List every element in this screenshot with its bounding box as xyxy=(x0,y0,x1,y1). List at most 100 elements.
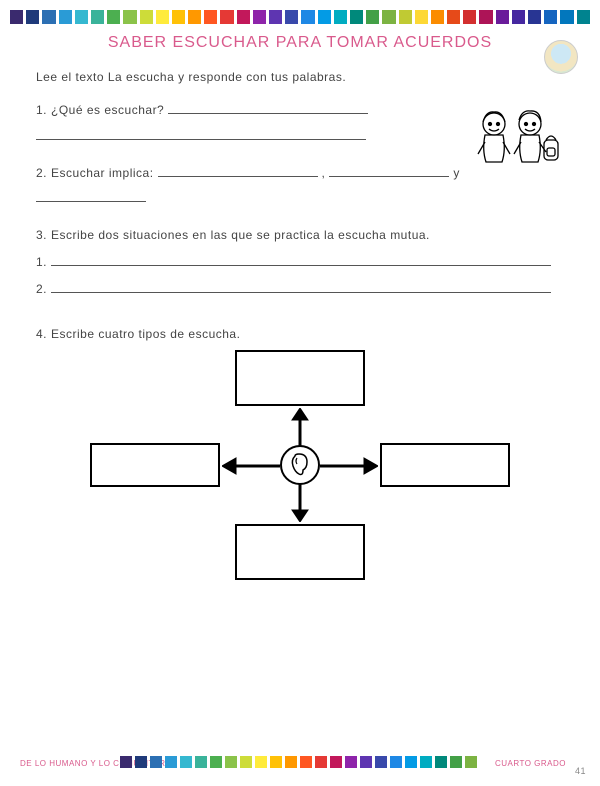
color-square xyxy=(42,10,55,24)
q1-number: 1. xyxy=(36,99,47,122)
color-square xyxy=(75,10,88,24)
question-3-line-b: 2. xyxy=(36,278,564,301)
color-square xyxy=(195,756,207,768)
color-square xyxy=(156,10,169,24)
color-square xyxy=(210,756,222,768)
color-square xyxy=(318,10,331,24)
color-square xyxy=(220,10,233,24)
q3-b-label: 2. xyxy=(36,278,47,301)
q1-text: ¿Qué es escuchar? xyxy=(51,99,164,122)
q2-tail: y xyxy=(453,162,460,185)
color-square xyxy=(528,10,541,24)
color-strip-top xyxy=(0,10,600,24)
arrow-right-icon xyxy=(320,456,378,476)
color-square xyxy=(285,756,297,768)
color-square xyxy=(253,10,266,24)
color-square xyxy=(420,756,432,768)
color-square xyxy=(330,756,342,768)
color-square xyxy=(431,10,444,24)
blank-line[interactable] xyxy=(51,252,551,266)
diagram-box-right[interactable] xyxy=(380,443,510,487)
color-square xyxy=(240,756,252,768)
color-square xyxy=(450,756,462,768)
color-square xyxy=(59,10,72,24)
color-square xyxy=(188,10,201,24)
q4-number: 4. xyxy=(36,323,47,346)
q3-text: Escribe dos situaciones en las que se pr… xyxy=(51,224,430,247)
color-square xyxy=(269,10,282,24)
color-square xyxy=(345,756,357,768)
color-square xyxy=(375,756,387,768)
instruction-text: Lee el texto La escucha y responde con t… xyxy=(36,66,564,89)
color-square xyxy=(465,756,477,768)
color-square xyxy=(334,10,347,24)
q2-text: Escuchar implica: xyxy=(51,162,154,185)
color-square xyxy=(26,10,39,24)
color-square xyxy=(315,756,327,768)
color-square xyxy=(285,10,298,24)
diagram-box-left[interactable] xyxy=(90,443,220,487)
color-square xyxy=(366,10,379,24)
color-square xyxy=(496,10,509,24)
blank-line[interactable] xyxy=(51,279,551,293)
color-square xyxy=(479,10,492,24)
color-square xyxy=(399,10,412,24)
blank-line[interactable] xyxy=(158,163,318,177)
arrow-left-icon xyxy=(222,456,280,476)
color-square xyxy=(10,10,23,24)
color-square xyxy=(405,756,417,768)
color-square xyxy=(560,10,573,24)
question-4: 4. Escribe cuatro tipos de escucha. xyxy=(36,323,564,346)
color-square xyxy=(165,756,177,768)
color-square xyxy=(360,756,372,768)
color-square xyxy=(415,10,428,24)
color-square xyxy=(225,756,237,768)
footer-right: CUARTO GRADO xyxy=(495,759,566,768)
arrow-up-icon xyxy=(290,408,310,446)
blank-line[interactable] xyxy=(329,163,449,177)
color-square xyxy=(150,756,162,768)
q3-number: 3. xyxy=(36,224,47,247)
diagram-box-top[interactable] xyxy=(235,350,365,406)
color-square xyxy=(270,756,282,768)
q3-a-label: 1. xyxy=(36,251,47,274)
color-square xyxy=(382,10,395,24)
color-square xyxy=(301,10,314,24)
q2-number: 2. xyxy=(36,162,47,185)
blank-line[interactable] xyxy=(36,188,146,202)
color-square xyxy=(435,756,447,768)
color-square xyxy=(140,10,153,24)
color-square xyxy=(120,756,132,768)
q2-sep: , xyxy=(322,162,326,185)
color-square xyxy=(577,10,590,24)
question-3-line-a: 1. xyxy=(36,251,564,274)
children-illustration-icon xyxy=(472,106,562,172)
blank-line[interactable] xyxy=(36,126,366,140)
ear-icon xyxy=(280,445,320,485)
color-square xyxy=(512,10,525,24)
logo-icon xyxy=(544,40,578,74)
question-1-line2 xyxy=(36,126,376,140)
page-title: SABER ESCUCHAR PARA TOMAR ACUERDOS xyxy=(0,34,600,52)
color-square xyxy=(463,10,476,24)
color-square xyxy=(180,756,192,768)
color-square xyxy=(300,756,312,768)
color-square xyxy=(107,10,120,24)
question-2-line2 xyxy=(36,188,564,202)
arrow-down-icon xyxy=(290,484,310,522)
color-square xyxy=(135,756,147,768)
diagram-box-bottom[interactable] xyxy=(235,524,365,580)
color-square xyxy=(390,756,402,768)
question-3: 3. Escribe dos situaciones en las que se… xyxy=(36,224,564,247)
color-square xyxy=(255,756,267,768)
listening-types-diagram xyxy=(90,350,510,580)
color-strip-bottom xyxy=(120,756,480,768)
color-square xyxy=(237,10,250,24)
question-1: 1. ¿Qué es escuchar? xyxy=(36,99,376,122)
page-number: 41 xyxy=(575,766,586,776)
blank-line[interactable] xyxy=(168,100,368,114)
color-square xyxy=(544,10,557,24)
color-square xyxy=(204,10,217,24)
color-square xyxy=(172,10,185,24)
color-square xyxy=(91,10,104,24)
